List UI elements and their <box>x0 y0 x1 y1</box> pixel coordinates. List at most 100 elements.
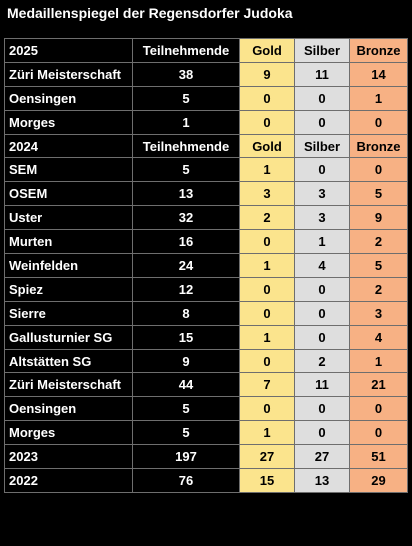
gold-cell: 0 <box>239 109 295 135</box>
silver-cell: 11 <box>294 372 350 398</box>
table-row: Morges 5 1 0 0 <box>4 420 408 446</box>
page-title: Medaillenspiegel der Regensdorfer Judoka <box>7 5 293 21</box>
competition-cell: Altstätten SG <box>4 348 133 374</box>
bronze-cell: 21 <box>349 372 408 398</box>
gold-cell: Gold <box>239 38 295 63</box>
participants-cell: 5 <box>132 420 240 446</box>
silver-cell: 0 <box>294 324 350 350</box>
table-row: Morges 1 0 0 0 <box>4 109 408 135</box>
silver-cell: 13 <box>294 468 350 493</box>
competition-cell: Gallusturnier SG <box>4 324 133 350</box>
bronze-cell: 0 <box>349 420 408 446</box>
silver-cell: 0 <box>294 157 350 183</box>
participants-cell: 8 <box>132 300 240 326</box>
silver-cell: 3 <box>294 205 350 231</box>
silver-cell: Silber <box>294 133 350 159</box>
silver-cell: 0 <box>294 109 350 135</box>
silver-cell: 0 <box>294 85 350 111</box>
silver-cell: 0 <box>294 300 350 326</box>
silver-cell: 11 <box>294 61 350 87</box>
participants-cell: Teilnehmende <box>132 133 240 159</box>
participants-cell: 12 <box>132 276 240 302</box>
bronze-cell: 1 <box>349 85 408 111</box>
table-row: Spiez 12 0 0 2 <box>4 276 408 302</box>
silver-cell: 3 <box>294 181 350 207</box>
gold-cell: 3 <box>239 181 295 207</box>
participants-cell: 24 <box>132 253 240 278</box>
competition-cell: OSEM <box>4 181 133 207</box>
gold-cell: 0 <box>239 300 295 326</box>
silver-cell: Silber <box>294 38 350 63</box>
gold-cell: 0 <box>239 229 295 255</box>
table-header-row: 2024 Teilnehmende Gold Silber Bronze <box>4 133 408 159</box>
silver-cell: 1 <box>294 229 350 255</box>
competition-cell: Züri Meisterschaft <box>4 61 133 87</box>
bronze-cell: 51 <box>349 444 408 470</box>
table-row: 2023 197 27 27 51 <box>4 444 408 470</box>
participants-cell: 197 <box>132 444 240 470</box>
year-cell: 2025 <box>4 38 133 63</box>
bronze-cell: 3 <box>349 300 408 326</box>
table-row: Gallusturnier SG 15 1 0 4 <box>4 324 408 350</box>
bronze-cell: 0 <box>349 396 408 422</box>
participants-cell: 32 <box>132 205 240 231</box>
participants-cell: 15 <box>132 324 240 350</box>
participants-cell: Teilnehmende <box>132 38 240 63</box>
silver-cell: 27 <box>294 444 350 470</box>
participants-cell: 44 <box>132 372 240 398</box>
competition-cell: Oensingen <box>4 85 133 111</box>
gold-cell: 9 <box>239 61 295 87</box>
table-header-row: 2025 Teilnehmende Gold Silber Bronze <box>4 38 408 63</box>
gold-cell: Gold <box>239 133 295 159</box>
silver-cell: 0 <box>294 420 350 446</box>
gold-cell: 2 <box>239 205 295 231</box>
competition-cell: Spiez <box>4 276 133 302</box>
competition-cell: Murten <box>4 229 133 255</box>
bronze-cell: 2 <box>349 229 408 255</box>
competition-cell: Uster <box>4 205 133 231</box>
gold-cell: 27 <box>239 444 295 470</box>
table-row: Uster 32 2 3 9 <box>4 205 408 231</box>
year-cell: 2024 <box>4 133 133 159</box>
table-row: SEM 5 1 0 0 <box>4 157 408 183</box>
gold-cell: 7 <box>239 372 295 398</box>
gold-cell: 1 <box>239 324 295 350</box>
bronze-cell: Bronze <box>349 133 408 159</box>
bronze-cell: 4 <box>349 324 408 350</box>
gold-cell: 15 <box>239 468 295 493</box>
participants-cell: 5 <box>132 85 240 111</box>
gold-cell: 0 <box>239 276 295 302</box>
gold-cell: 1 <box>239 253 295 278</box>
bronze-cell: 29 <box>349 468 408 493</box>
competition-cell: 2022 <box>4 468 133 493</box>
bronze-cell: 2 <box>349 276 408 302</box>
participants-cell: 9 <box>132 348 240 374</box>
bronze-cell: 9 <box>349 205 408 231</box>
gold-cell: 0 <box>239 85 295 111</box>
competition-cell: SEM <box>4 157 133 183</box>
silver-cell: 2 <box>294 348 350 374</box>
silver-cell: 4 <box>294 253 350 278</box>
bronze-cell: 0 <box>349 157 408 183</box>
competition-cell: Morges <box>4 420 133 446</box>
competition-cell: 2023 <box>4 444 133 470</box>
participants-cell: 1 <box>132 109 240 135</box>
gold-cell: 1 <box>239 157 295 183</box>
participants-cell: 76 <box>132 468 240 493</box>
bronze-cell: 0 <box>349 109 408 135</box>
table-row: 2022 76 15 13 29 <box>4 468 408 493</box>
bronze-cell: 5 <box>349 253 408 278</box>
bronze-cell: 5 <box>349 181 408 207</box>
competition-cell: Morges <box>4 109 133 135</box>
bronze-cell: 14 <box>349 61 408 87</box>
table-row: Züri Meisterschaft 38 9 11 14 <box>4 61 408 87</box>
participants-cell: 16 <box>132 229 240 255</box>
table-row: OSEM 13 3 3 5 <box>4 181 408 207</box>
gold-cell: 0 <box>239 348 295 374</box>
medal-table: 2025 Teilnehmende Gold Silber Bronze Züri Mei… <box>4 38 408 493</box>
table-row: Züri Meisterschaft 44 7 11 21 <box>4 372 408 398</box>
table-row: Altstätten SG 9 0 2 1 <box>4 348 408 374</box>
participants-cell: 13 <box>132 181 240 207</box>
competition-cell: Oensingen <box>4 396 133 422</box>
silver-cell: 0 <box>294 276 350 302</box>
